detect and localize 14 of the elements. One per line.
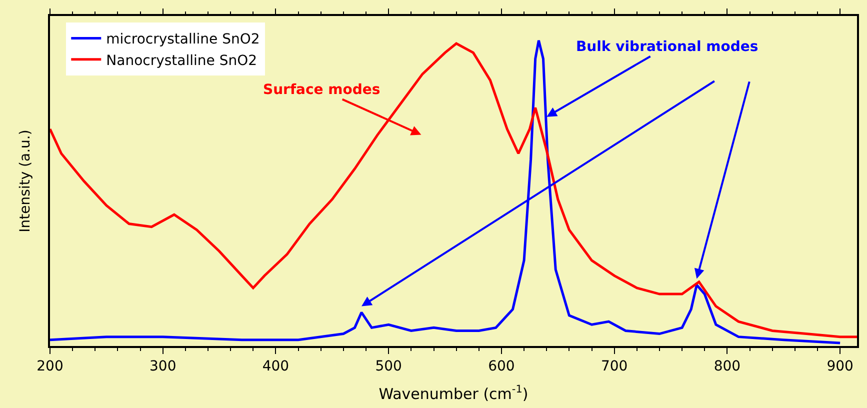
- x-tick-label: 400: [262, 358, 290, 375]
- x-tick-label: 300: [150, 358, 176, 375]
- x-axis-title: Wavenumber (cm$^{-1}$): [378, 384, 528, 404]
- x-tick-label: 900: [826, 358, 854, 375]
- x-tick-label: 800: [714, 358, 741, 375]
- annotation: Surface modes: [263, 82, 380, 98]
- x-tick-label: 600: [488, 358, 515, 375]
- x-tick-label: 700: [600, 358, 628, 375]
- x-tick-label: 200: [36, 358, 64, 375]
- y-axis-title: Intensity (a.u.): [17, 130, 34, 232]
- legend-label: microcrystalline SnO2: [106, 32, 260, 48]
- x-tick-label: 500: [375, 358, 402, 375]
- annotation: Bulk vibrational modes: [576, 39, 758, 55]
- legend-label: Nanocrystalline SnO2: [106, 52, 258, 69]
